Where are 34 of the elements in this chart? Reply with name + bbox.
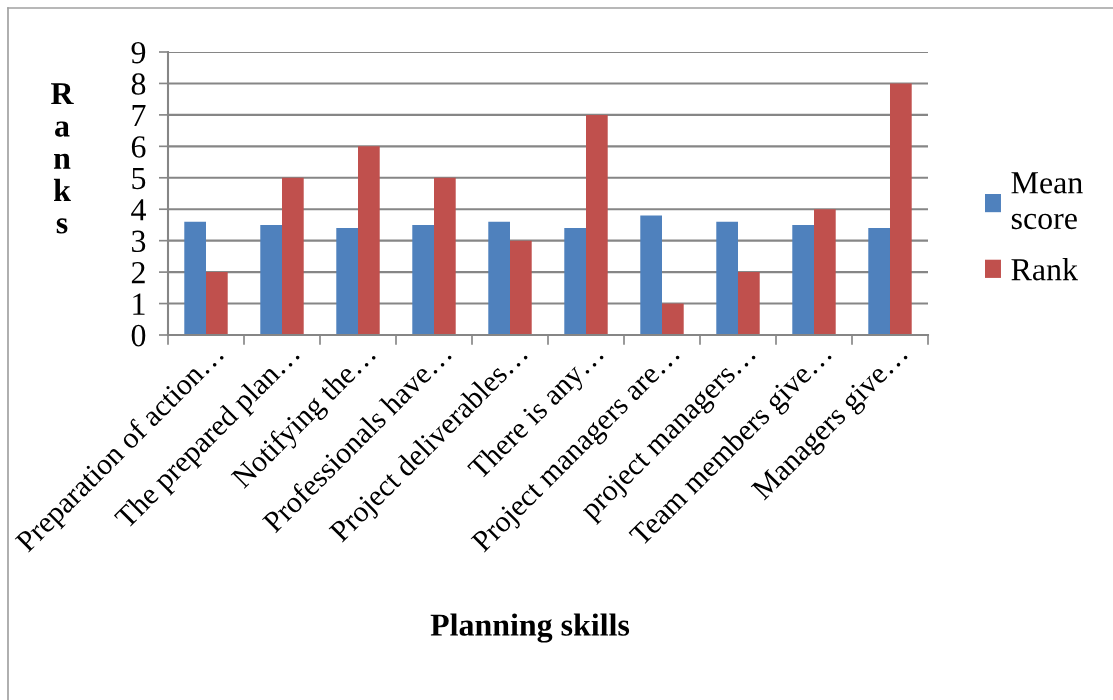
bar (282, 177, 304, 335)
y-tick-label: 3 (132, 230, 146, 253)
bar (206, 272, 228, 335)
y-tick-label: 4 (131, 199, 146, 221)
y-axis-title: Ranks (51, 83, 74, 234)
bar (510, 240, 532, 335)
bar (868, 228, 890, 335)
bar (792, 224, 814, 335)
bar (716, 221, 738, 335)
bar (564, 228, 586, 335)
legend-label: Rank (1011, 257, 1078, 281)
bar (814, 209, 836, 335)
bar (358, 146, 380, 335)
bar (640, 215, 662, 335)
y-tick-label: 9 (131, 41, 146, 64)
y-tick-label: 8 (131, 73, 146, 95)
bar (184, 221, 206, 335)
bar (890, 83, 912, 335)
bar (412, 224, 434, 335)
bar (662, 303, 684, 335)
bar (260, 224, 282, 335)
x-axis-title: Planning skills (430, 613, 630, 643)
y-tick-label: 2 (131, 262, 145, 284)
y-tick-label: 6 (131, 136, 146, 158)
bar (586, 114, 608, 335)
legend-label: Mean score (1011, 172, 1083, 230)
y-tick-label: 7 (132, 105, 146, 126)
y-tick-label: 5 (132, 167, 146, 190)
bar (336, 228, 358, 335)
y-tick-label: 1 (133, 293, 145, 315)
bar (738, 272, 760, 335)
bar (488, 221, 510, 335)
y-tick-label: 0 (131, 324, 146, 347)
bar (434, 177, 456, 335)
